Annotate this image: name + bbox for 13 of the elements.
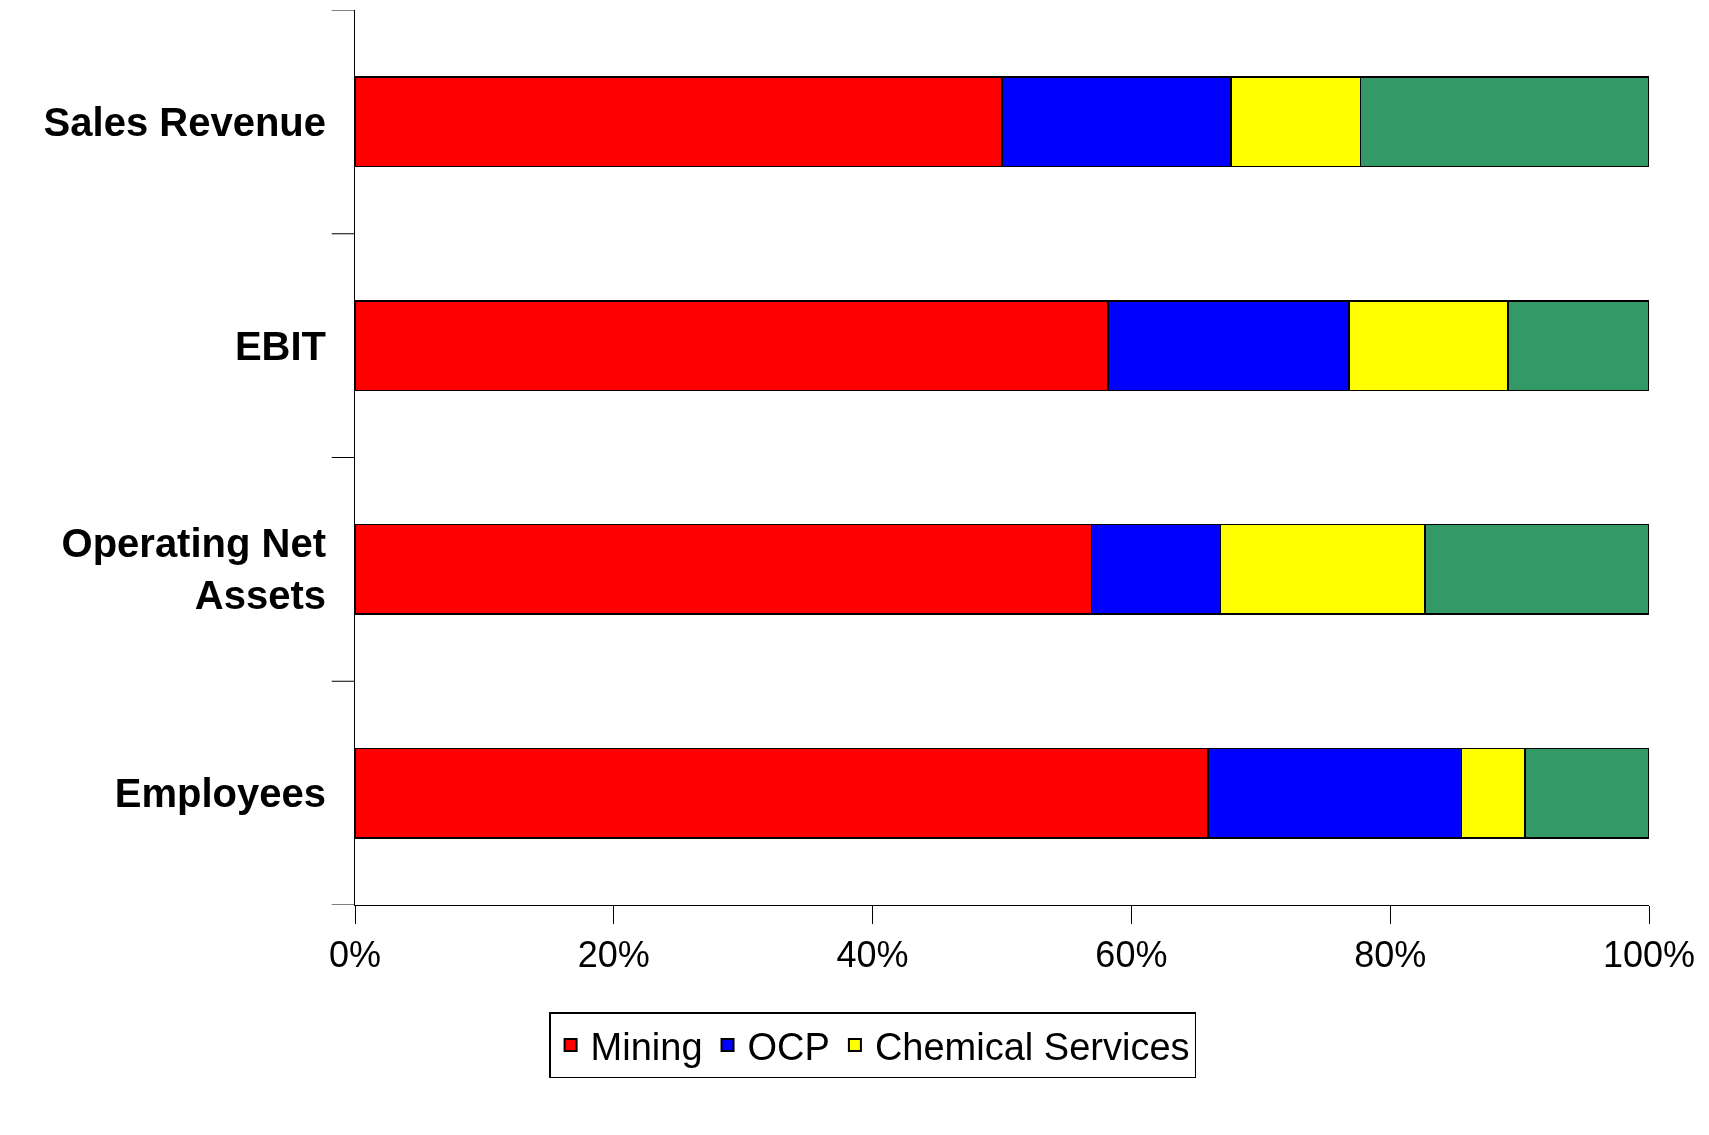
y-tick-label: Employees <box>114 771 326 816</box>
x-tick-label: 80% <box>1354 934 1427 976</box>
x-tick-label: 100% <box>1602 934 1696 976</box>
x-tick-label: 40% <box>836 934 909 976</box>
legend-label: Chemical Services <box>874 1025 1190 1068</box>
y-tick-label: EBIT <box>234 323 326 368</box>
y-tick-label: Sales Revenue <box>43 99 326 144</box>
y-tick-label: Operating Net Assets <box>61 521 326 618</box>
x-tick-label: 60% <box>1095 934 1168 976</box>
x-tick-label: 20% <box>577 934 650 976</box>
legend-label: OCP <box>747 1025 830 1068</box>
x-tick-label: 0% <box>328 934 382 976</box>
legend-label: Mining <box>590 1025 703 1068</box>
